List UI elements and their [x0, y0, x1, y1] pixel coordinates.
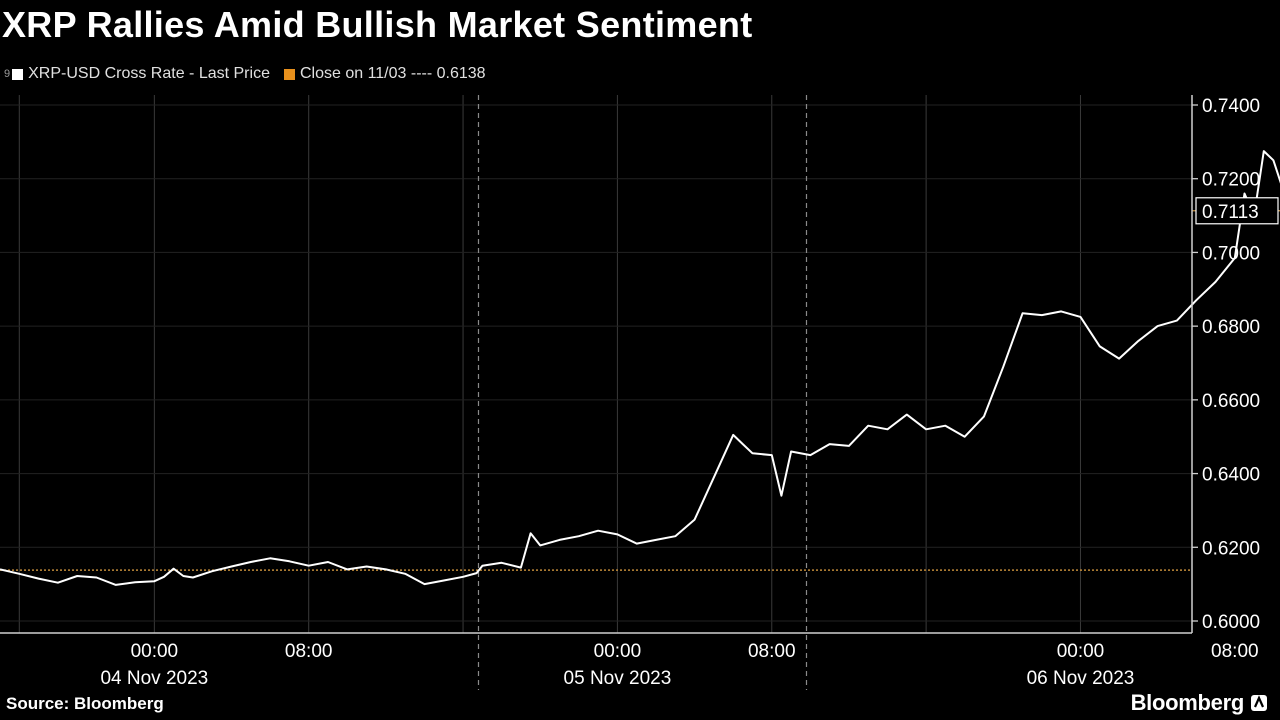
y-tick-label: 0.6400: [1202, 465, 1260, 486]
x-tick-label: 08:00: [748, 641, 796, 662]
legend-swatch-close: [283, 68, 295, 80]
y-tick-label: 0.6600: [1202, 391, 1260, 412]
y-tick-label: 0.6000: [1202, 612, 1260, 633]
last-value-badge-label: 0.7113: [1202, 202, 1259, 223]
label-layer: +0.097515.88%00:0008:0000:0008:0000:0008…: [100, 641, 1259, 689]
x-day-label: 04 Nov 2023: [100, 668, 208, 689]
legend-label-close: Close on 11/03 ---- 0.6138: [299, 65, 486, 82]
x-tick-label: 00:00: [594, 641, 642, 662]
last-value-badge-box: [1195, 197, 1279, 225]
source-note: Source: Bloomberg: [6, 694, 164, 713]
brand-logo-text: Bloomberg: [1130, 690, 1245, 715]
x-day-label: 05 Nov 2023: [564, 668, 672, 689]
chart-title: XRP Rallies Amid Bullish Market Sentimen…: [2, 4, 753, 45]
series-layer: [0, 150, 1280, 586]
legend-label-price: XRP-USD Cross Rate - Last Price: [28, 65, 270, 82]
x-tick-label: 08:00: [285, 641, 333, 662]
y-tick-label: 0.6200: [1202, 538, 1260, 559]
series-line-xrp-usd: [0, 150, 1280, 586]
axis-layer: 0.7400 0.7200 0.7000 0.6800 0.6600 0.6400 0.62…: [0, 95, 1279, 634]
bloomberg-mark-icon: [1251, 695, 1267, 711]
grid-layer: [0, 95, 1192, 690]
x-tick-label: 00:00: [1057, 641, 1105, 662]
y-tick-label: 0.6800: [1202, 317, 1260, 338]
y-tick-label: 0.7200: [1202, 170, 1260, 191]
x-tick-label: 08:00: [1211, 641, 1259, 662]
y-tick-label: 0.7000: [1202, 243, 1260, 264]
legend-swatch-price: [12, 68, 24, 80]
x-tick-label: 00:00: [131, 641, 179, 662]
legend-item-close: Close on 11/03 ---- 0.6138: [283, 65, 486, 83]
legend-item-price: XRP-USD Cross Rate - Last Price: [12, 65, 270, 83]
legend: 9 XRP-USD Cross Rate - Last Price Close …: [4, 64, 486, 84]
legend-menu-icon: 9: [4, 68, 11, 80]
y-tick-label: 0.7400: [1202, 96, 1260, 117]
x-day-label: 06 Nov 2023: [1027, 668, 1135, 689]
